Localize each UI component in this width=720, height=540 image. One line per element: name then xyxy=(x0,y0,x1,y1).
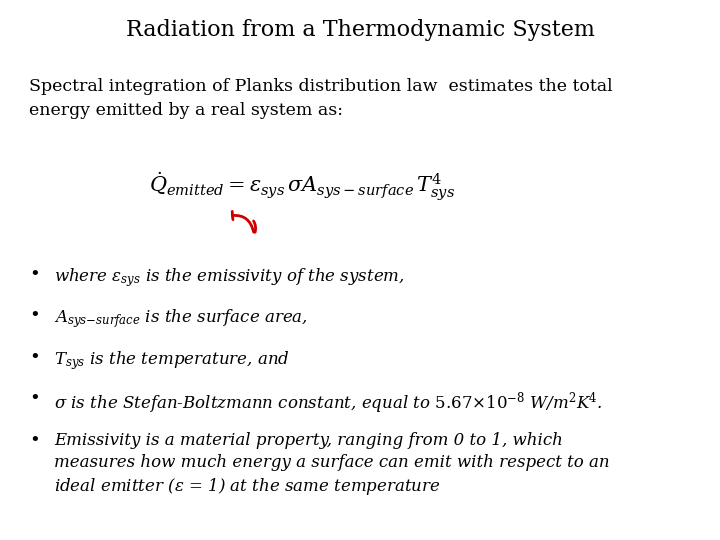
Text: Radiation from a Thermodynamic System: Radiation from a Thermodynamic System xyxy=(125,19,595,41)
Text: •: • xyxy=(29,266,40,284)
Text: $\sigma$ is the Stefan-Boltzmann constant, equal to $5.67{\times}10^{-8}$ W/m$^{: $\sigma$ is the Stefan-Boltzmann constan… xyxy=(54,390,603,416)
Text: •: • xyxy=(29,432,40,450)
Text: Emissivity is a material property, ranging from 0 to 1, which
measures how much : Emissivity is a material property, rangi… xyxy=(54,432,610,497)
Text: where $\varepsilon_{sys}$ is the emissivity of the system,: where $\varepsilon_{sys}$ is the emissiv… xyxy=(54,266,405,288)
Text: •: • xyxy=(29,307,40,325)
Text: $\dot{Q}_{emitted} = \varepsilon_{sys}\,\sigma A_{sys-surface}\,T^{4}_{sys}$: $\dot{Q}_{emitted} = \varepsilon_{sys}\,… xyxy=(149,170,456,202)
Text: Spectral integration of Planks distribution law  estimates the total
energy emit: Spectral integration of Planks distribut… xyxy=(29,78,613,119)
Text: $T_{sys}$ is the temperature, and: $T_{sys}$ is the temperature, and xyxy=(54,349,290,372)
Text: •: • xyxy=(29,349,40,367)
Text: $A_{sys\mathsf{-}surface}$ is the surface area,: $A_{sys\mathsf{-}surface}$ is the surfac… xyxy=(54,307,308,330)
Text: •: • xyxy=(29,390,40,408)
